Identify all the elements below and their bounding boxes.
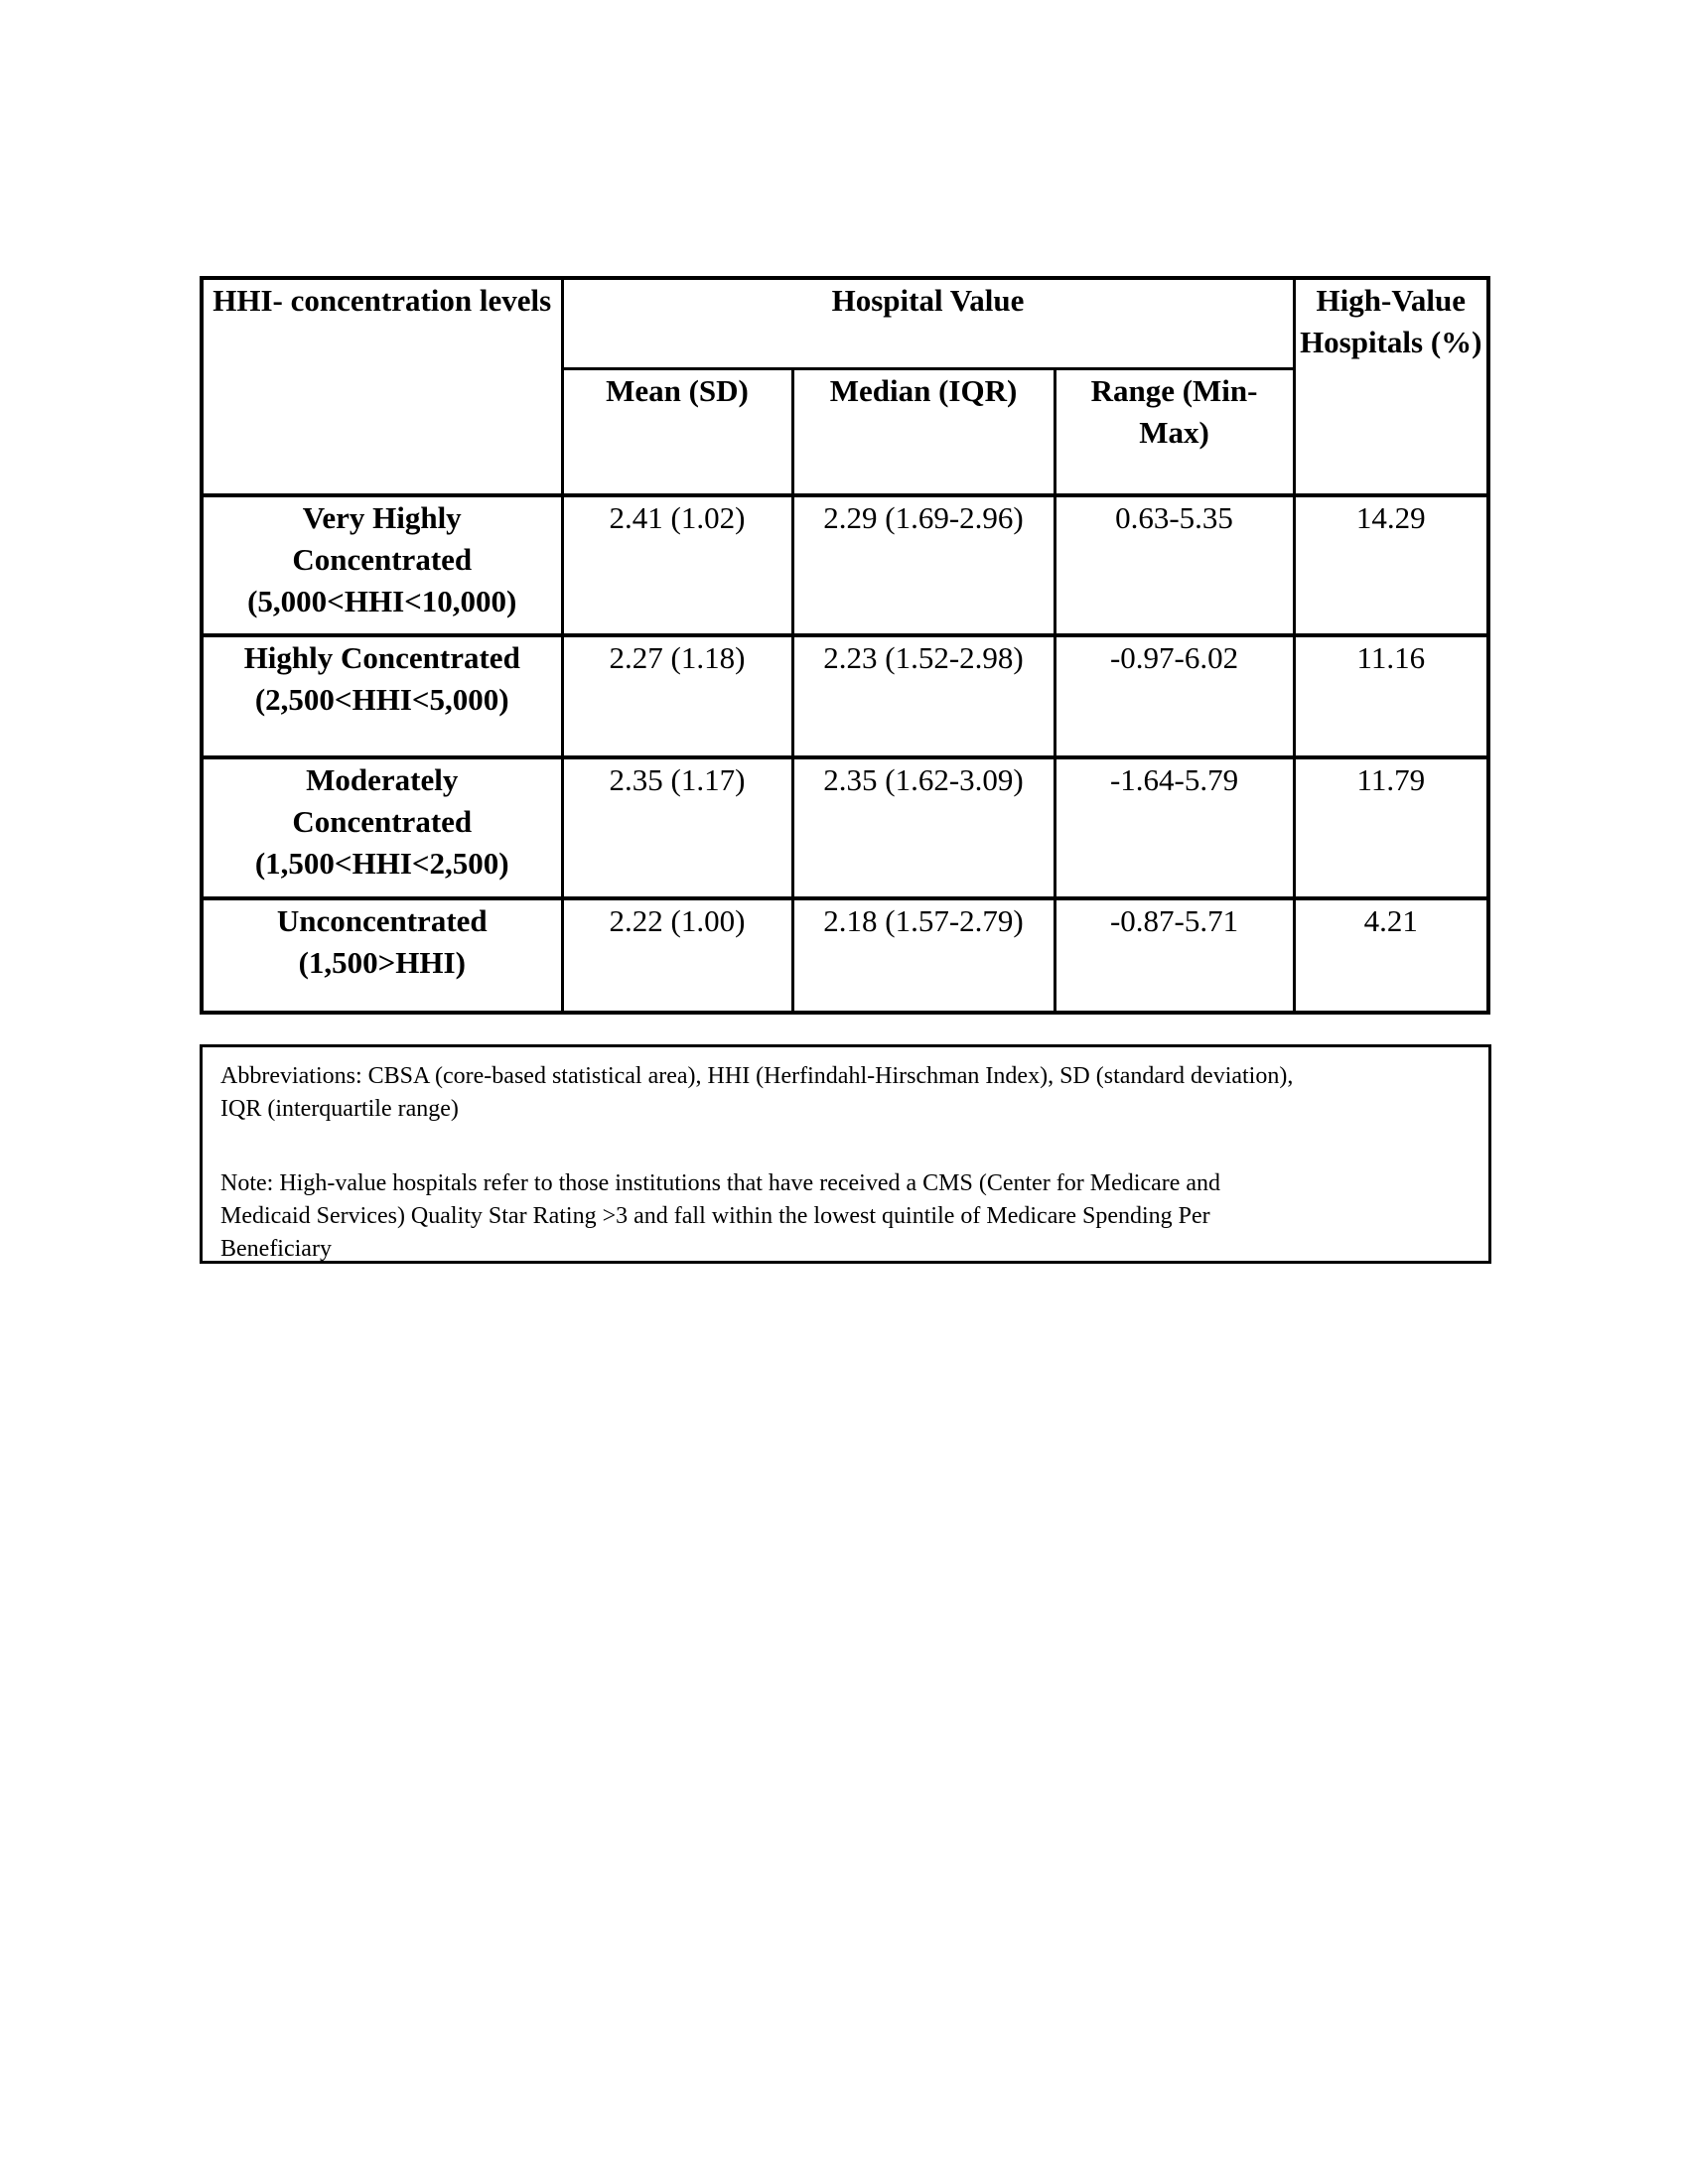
mean-sd-value: 2.22 (1.00) [560,896,794,1015]
range-value: -1.64-5.79 [1053,755,1296,900]
mean-sd-column-header: Mean (SD) [560,366,794,497]
high-value-pct-value: 11.16 [1292,633,1490,759]
hhi-hospital-value-table: HHI- concentration levels Hospital Value… [200,276,1491,1015]
range-value: -0.97-6.02 [1053,633,1296,759]
hospital-value-group-header: Hospital Value [560,276,1296,370]
row-label: Highly Concentrated (2,500<HHI<5,000) [200,633,564,759]
footnote-box: Abbreviations: CBSA (core-based statisti… [200,1044,1491,1264]
table-row-very-highly-concentrated: Very Highly Concentrated (5,000<HHI<10,000… [200,493,1490,637]
mean-sd-value: 2.35 (1.17) [560,755,794,900]
high-value-hospitals-column-header: High-Value Hospitals (%) [1292,276,1490,497]
header-row-group: HHI- concentration levels Hospital Value… [200,276,1490,497]
median-iqr-value: 2.23 (1.52-2.98) [790,633,1056,759]
median-iqr-value: 2.29 (1.69-2.96) [790,493,1056,637]
table-row-unconcentrated: Unconcentrated (1,500>HHI) 2.22 (1.00) 2.… [200,896,1490,1015]
row-label: Moderately Concentrated (1,500<HHI<2,500) [200,755,564,900]
range-min-max-column-header: Range (Min-Max) [1053,366,1296,497]
mean-sd-value: 2.41 (1.02) [560,493,794,637]
abbreviations-note: Abbreviations: CBSA (core-based statisti… [220,1063,1294,1122]
median-iqr-value: 2.35 (1.62-3.09) [790,755,1056,900]
table-header: HHI- concentration levels Hospital Value… [200,276,1490,497]
high-value-pct-value: 4.21 [1292,896,1490,1015]
hhi-levels-column-header: HHI- concentration levels [200,276,564,497]
range-value: 0.63-5.35 [1053,493,1296,637]
high-value-definition-note: Note: High-value hospitals refer to thos… [220,1170,1221,1262]
mean-sd-value: 2.27 (1.18) [560,633,794,759]
row-label: Unconcentrated (1,500>HHI) [200,896,564,1015]
row-label: Very Highly Concentrated (5,000<HHI<10,000… [200,493,564,637]
range-value: -0.87-5.71 [1053,896,1296,1015]
high-value-pct-value: 14.29 [1292,493,1490,637]
table-body: Very Highly Concentrated (5,000<HHI<10,000… [200,493,1490,1015]
header-row-sub: Mean (SD) Median (IQR) Range (Min-Max) [202,366,1488,497]
median-iqr-value: 2.18 (1.57-2.79) [790,896,1056,1015]
table-row-highly-concentrated: Highly Concentrated (2,500<HHI<5,000) 2.2… [200,633,1490,759]
median-iqr-column-header: Median (IQR) [790,366,1056,497]
high-value-pct-value: 11.79 [1292,755,1490,900]
table-row-moderately-concentrated: Moderately Concentrated (1,500<HHI<2,500) … [200,755,1490,900]
